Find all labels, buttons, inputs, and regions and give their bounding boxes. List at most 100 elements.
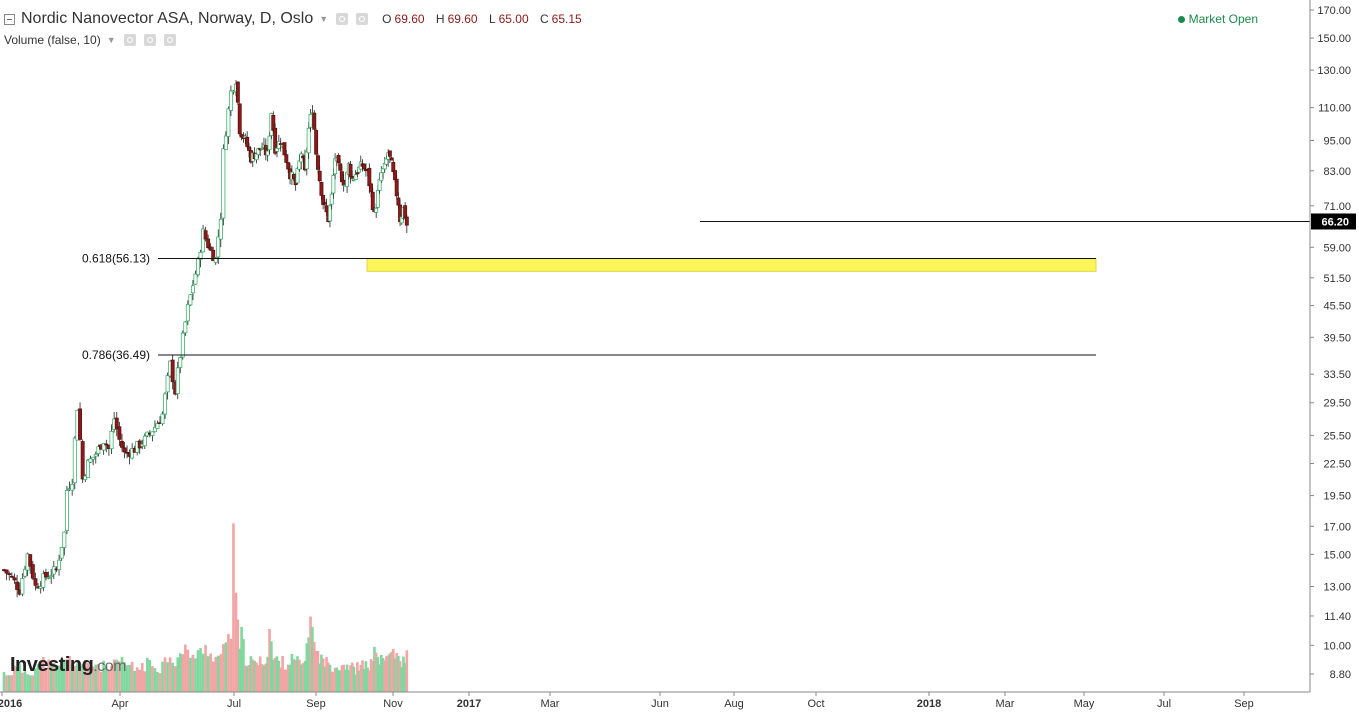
fib-level-label: 0.618(56.13) — [82, 251, 150, 265]
candle-body — [284, 154, 289, 163]
volume-bar — [13, 665, 16, 692]
volume-bar — [330, 671, 333, 692]
volume-bar — [385, 656, 388, 692]
candle-body — [64, 490, 69, 531]
volume-bar — [201, 653, 205, 692]
x-tick-label: Sep — [1234, 698, 1254, 710]
volume-bar — [369, 659, 373, 692]
candle-body — [44, 571, 48, 578]
volume-bar — [31, 675, 35, 692]
volume-bar — [23, 671, 27, 692]
volume-bar — [393, 658, 397, 692]
volume-bar — [275, 656, 279, 692]
low-key: L — [488, 12, 496, 26]
volume-bar — [158, 673, 162, 692]
high-value: 69.60 — [447, 12, 478, 26]
high-key: H — [435, 12, 445, 26]
volume-bar — [110, 666, 113, 692]
volume-bar — [298, 659, 301, 692]
y-tick-label: 71.00 — [1323, 201, 1351, 213]
y-tick-label: 130.00 — [1317, 65, 1351, 77]
x-tick-label: Jul — [1157, 698, 1171, 710]
chevron-down-icon[interactable]: ▼ — [106, 35, 116, 45]
candle-body — [216, 236, 221, 258]
candle-body — [28, 554, 33, 567]
chevron-down-icon[interactable]: ▼ — [319, 14, 329, 24]
candle-body — [235, 81, 240, 103]
candle-body — [15, 581, 20, 590]
volume-bar — [168, 657, 172, 692]
x-tick-label: Apr — [111, 698, 128, 710]
volume-bar — [340, 665, 344, 692]
settings-icon[interactable] — [356, 13, 369, 25]
candle-body — [237, 103, 242, 135]
volume-bar — [138, 669, 142, 692]
volume-bar — [244, 665, 247, 692]
candle-body — [329, 193, 334, 205]
candle-body — [80, 441, 85, 480]
x-tick-label: 2017 — [457, 698, 481, 710]
collapse-icon[interactable] — [4, 13, 15, 25]
x-tick-label: Nov — [383, 698, 403, 710]
volume-bar — [397, 655, 400, 692]
candle-body — [114, 417, 119, 430]
volume-bar — [364, 661, 368, 692]
volume-bar — [184, 644, 187, 692]
settings-icon[interactable] — [143, 34, 156, 46]
candle-body — [260, 148, 265, 150]
volume-bar — [266, 656, 269, 692]
volume-bar — [81, 664, 84, 692]
fib-level-label: 0.786(36.49) — [82, 348, 150, 362]
candle-body — [109, 431, 114, 450]
horizontal-lines: 0.618(56.13) 0.786(36.49) — [82, 220, 1310, 362]
candle-body — [336, 154, 341, 164]
y-tick-label: 39.50 — [1323, 332, 1351, 344]
candle-body — [273, 127, 278, 154]
volume-bar — [361, 660, 364, 692]
candle-body — [122, 447, 127, 453]
candle-body — [51, 566, 56, 575]
volume-bar — [405, 650, 409, 692]
x-tick-label: Jul — [227, 698, 241, 710]
candle-body — [389, 157, 394, 161]
y-tick-label: 150.00 — [1317, 33, 1351, 45]
volume-bar — [151, 666, 154, 692]
candle-body — [152, 426, 157, 433]
candle-body — [165, 375, 170, 393]
candle-body — [370, 191, 375, 210]
candle-body — [193, 273, 198, 285]
candle-body — [170, 359, 175, 383]
volume-bar — [328, 664, 332, 692]
eye-icon[interactable] — [336, 13, 349, 25]
volume-bar — [146, 657, 149, 692]
close-icon[interactable] — [163, 34, 176, 46]
y-tick-label: 110.00 — [1318, 103, 1351, 115]
candle-body — [245, 136, 250, 147]
volume-bar — [209, 653, 212, 692]
candle-body — [201, 228, 206, 253]
x-tick-label: Sep — [306, 698, 326, 710]
volume-bar — [178, 653, 182, 692]
candle-body — [396, 197, 401, 206]
volume-bar — [354, 674, 357, 692]
volume-bar — [338, 670, 342, 692]
candle-body — [348, 164, 353, 177]
volume-bar — [55, 665, 58, 692]
candlesticks — [2, 80, 409, 598]
logo-suffix: .com — [93, 658, 126, 675]
volume-bar — [70, 664, 74, 692]
open-value: 69.60 — [394, 12, 425, 26]
candle-body — [30, 564, 35, 579]
candle-body — [183, 321, 188, 334]
candle-body — [353, 174, 358, 180]
volume-bar — [251, 659, 255, 692]
volume-bar — [380, 654, 383, 692]
volume-bar — [290, 654, 294, 692]
volume-bar — [388, 653, 392, 692]
eye-icon[interactable] — [123, 34, 136, 46]
last-price-label: 66.20 — [1321, 216, 1349, 228]
candle-body — [265, 150, 270, 156]
volume-bar — [227, 633, 230, 692]
volume-bar — [258, 656, 262, 692]
